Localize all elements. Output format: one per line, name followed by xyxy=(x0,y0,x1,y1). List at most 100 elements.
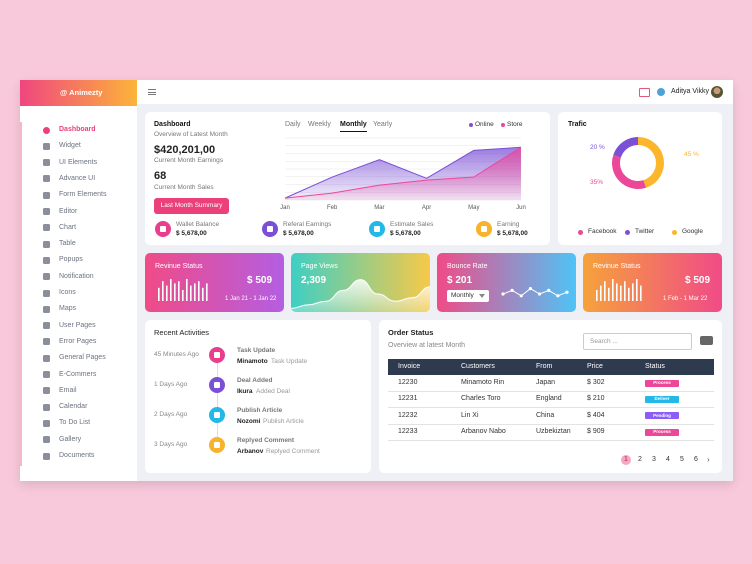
spark-dot xyxy=(510,288,514,292)
menu-item[interactable]: User Pages xyxy=(59,321,96,329)
stat-glyph xyxy=(374,226,380,232)
table-cell: $ 210 xyxy=(587,395,605,403)
spark-bar xyxy=(190,285,192,301)
mail-icon[interactable] xyxy=(639,88,650,97)
spark-bar xyxy=(198,281,200,301)
menu-item[interactable]: Icons xyxy=(59,289,76,296)
sparkline xyxy=(596,279,642,301)
menu-item[interactable]: Email xyxy=(59,386,77,394)
slice-label: 35% xyxy=(590,179,604,186)
table-cell: 12231 xyxy=(398,395,418,403)
card-note: 1 Jan 21 - 1 Jan 22 xyxy=(225,296,277,302)
menu-icon xyxy=(43,273,50,281)
column-header: Status xyxy=(645,363,665,370)
activity-title: Task Update xyxy=(237,347,276,354)
search-input[interactable]: Search ... xyxy=(583,333,692,350)
x-tick-label: Apr xyxy=(421,205,432,211)
legend-label: Twitter xyxy=(635,228,655,235)
x-tick-label: Jan xyxy=(280,205,290,211)
spark-dot xyxy=(547,288,551,292)
period-tab[interactable]: Monthly xyxy=(340,119,367,132)
menu-item[interactable]: General Pages xyxy=(59,354,106,362)
card-value: $ 509 xyxy=(247,275,273,286)
menu-item[interactable]: E-Commers xyxy=(59,370,97,378)
activity-title: Deal Added xyxy=(237,377,273,384)
table-cell: 12233 xyxy=(398,428,418,436)
menu-item[interactable]: Calendar xyxy=(59,403,88,411)
status-text: Pending xyxy=(653,412,671,418)
spark-bar xyxy=(182,290,184,301)
search-placeholder[interactable]: Search ... xyxy=(590,338,618,345)
period-dropdown[interactable]: Monthly xyxy=(447,290,489,302)
x-tick-label: Feb xyxy=(327,205,338,211)
button-label[interactable]: Last Month Summary xyxy=(160,202,223,209)
menu-icon xyxy=(43,240,50,248)
next-page[interactable]: › xyxy=(707,455,710,464)
stat-glyph xyxy=(267,226,273,232)
user-name[interactable]: Aditya Vikky xyxy=(671,88,709,95)
stat-label: Wallet Balance xyxy=(176,221,220,228)
menu-item[interactable]: Maps xyxy=(59,305,77,313)
orders-card: Order Status Overview at latest Month Sear… xyxy=(379,320,722,473)
spark-bar xyxy=(604,281,606,301)
menu-item[interactable]: Form Elements xyxy=(59,191,107,199)
period-tab[interactable]: Yearly xyxy=(373,121,393,128)
chat-icon[interactable] xyxy=(657,88,665,96)
menu-item[interactable]: Table xyxy=(59,240,76,248)
row-divider xyxy=(388,407,714,409)
stat-glyph xyxy=(160,226,166,232)
menu-item[interactable]: Notification xyxy=(59,272,94,280)
menu-icon xyxy=(43,256,50,264)
menu-icon xyxy=(43,305,50,313)
menu-item[interactable]: Error Pages xyxy=(59,337,97,345)
menu-item[interactable]: Chart xyxy=(59,223,77,231)
menu-item[interactable]: Popups xyxy=(59,256,83,264)
dropdown-label[interactable]: Monthly xyxy=(451,292,474,299)
menu-item[interactable]: To Do List xyxy=(59,419,91,427)
page-link[interactable]: 6 xyxy=(694,456,698,463)
overview-card: Dashboard Overview of Latest Month $420,20… xyxy=(145,112,550,245)
avatar xyxy=(711,86,723,98)
page-link[interactable]: 3 xyxy=(652,456,656,463)
donut-segment xyxy=(612,154,647,189)
page-link[interactable]: 5 xyxy=(680,456,684,463)
activity-time: 2 Days Ago xyxy=(154,411,188,418)
spark-dot xyxy=(556,294,560,298)
page-link[interactable]: 2 xyxy=(638,456,642,463)
print-button[interactable] xyxy=(700,336,713,345)
activity-detail: Added Deal xyxy=(256,388,290,395)
page-link[interactable]: 4 xyxy=(666,456,670,463)
menu-icon xyxy=(43,224,50,232)
card-note: 1 Feb - 1 Mar 22 xyxy=(663,296,708,302)
menu-item[interactable]: Documents xyxy=(59,452,95,459)
table-cell: Uzbekiztan xyxy=(536,428,571,436)
menu-icon xyxy=(43,338,50,346)
menu-item[interactable]: Advance UI xyxy=(59,174,96,182)
spark-line xyxy=(502,287,568,297)
menu-icon xyxy=(43,159,50,167)
menu-icon xyxy=(43,322,50,330)
page-link[interactable]: 1 xyxy=(624,456,628,463)
spark-dot xyxy=(519,294,523,298)
period-tab[interactable]: Daily xyxy=(285,121,301,128)
stat-value: $ 5,678,00 xyxy=(283,230,314,237)
period-tab[interactable]: Weekly xyxy=(308,121,331,128)
traffic-card: Trafic 35% 20 % 45 % Facebook Twitter Google xyxy=(558,112,722,245)
menu-item[interactable]: Widget xyxy=(59,142,81,150)
legend-dot xyxy=(469,123,473,127)
stat-card: Bounce Rate $ 201 Monthly xyxy=(437,253,576,312)
menu-item[interactable]: Dashboard xyxy=(59,126,96,133)
menu-item[interactable]: Editor xyxy=(59,207,78,215)
menu-item[interactable]: Gallery xyxy=(59,435,82,443)
spark-bar xyxy=(186,279,188,301)
spark-bar xyxy=(178,281,180,301)
card-title: Dashboard xyxy=(154,121,191,128)
column-header: Customers xyxy=(461,363,495,370)
column-header: Price xyxy=(587,363,603,370)
summary-button[interactable]: Last Month Summary xyxy=(154,198,229,214)
card-value: 2,309 xyxy=(301,275,327,286)
activity-user: Minamoto xyxy=(237,358,268,365)
menu-item[interactable]: UI Elements xyxy=(59,158,98,166)
line xyxy=(284,146,522,199)
spark-bar xyxy=(206,283,208,301)
